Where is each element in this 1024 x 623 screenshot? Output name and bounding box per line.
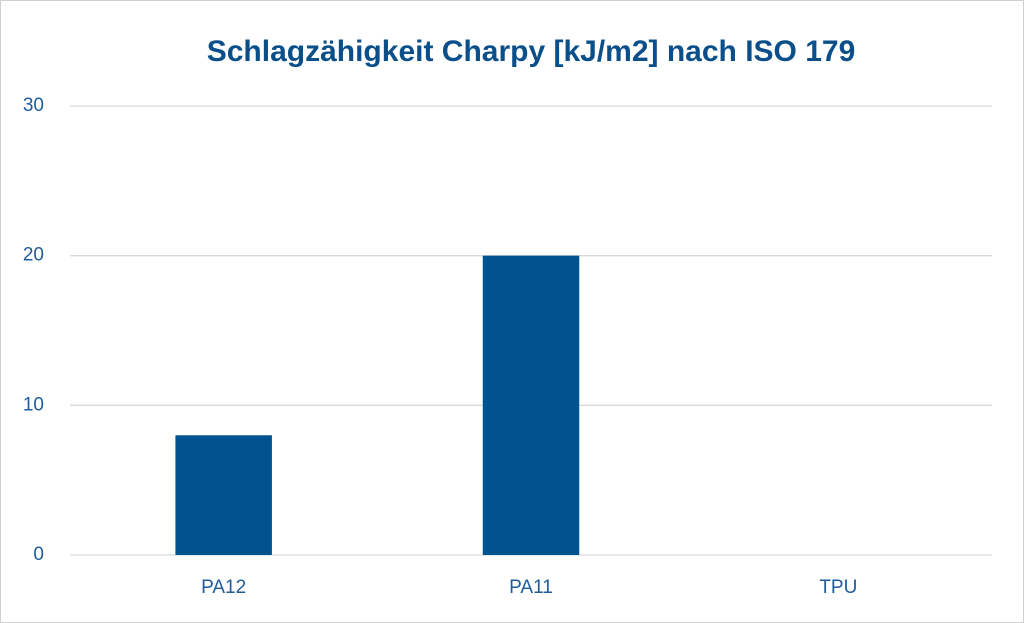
y-tick-label: 30 — [23, 95, 44, 116]
bar — [175, 435, 272, 555]
x-tick-label: PA11 — [509, 577, 553, 598]
x-tick-label: PA12 — [201, 577, 246, 598]
x-tick-label: TPU — [819, 577, 857, 598]
chart-title: Schlagzähigkeit Charpy [kJ/m2] nach ISO … — [207, 35, 856, 68]
y-tick-label: 0 — [33, 544, 44, 565]
y-tick-label: 20 — [23, 245, 44, 266]
bar — [482, 255, 580, 555]
y-tick-label: 10 — [23, 394, 44, 415]
